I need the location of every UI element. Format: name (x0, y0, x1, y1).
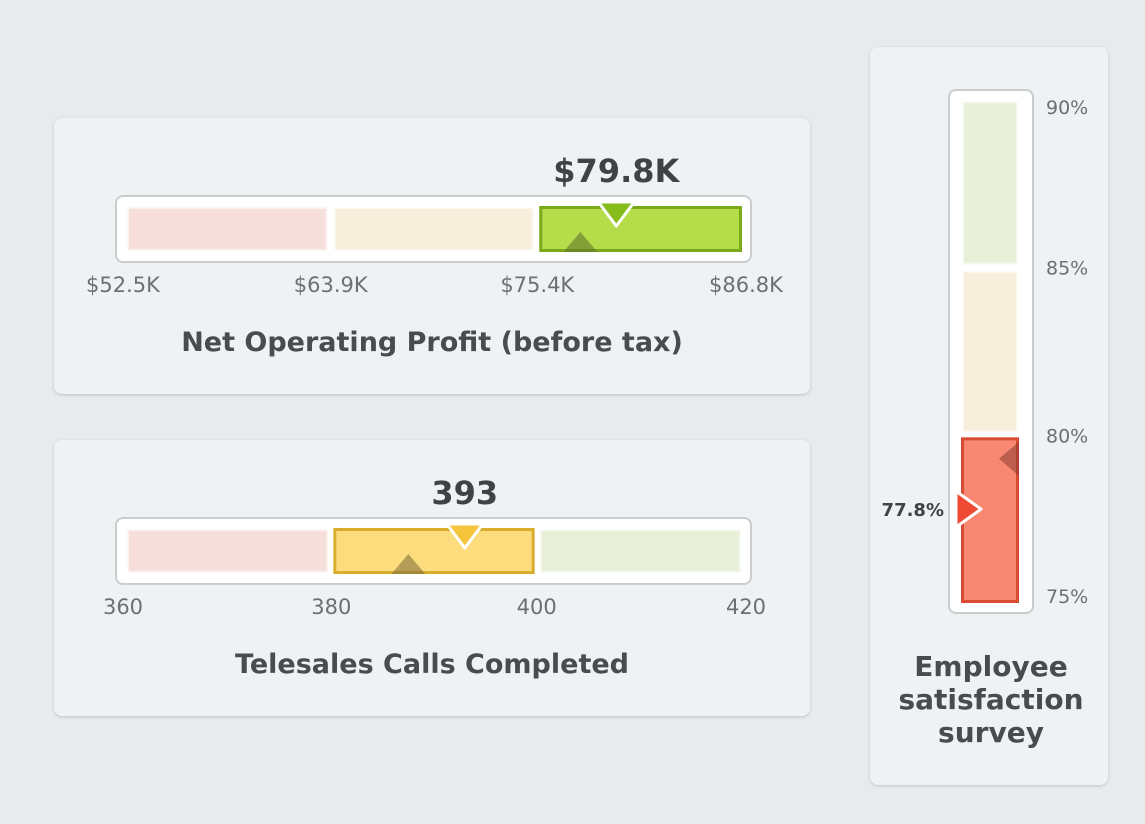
net-operating-profit-chart: $79.8K $52.5K $63.9K $75.4K $86.8K Net Operat… (86, 152, 784, 358)
band-good (538, 528, 742, 574)
tick-label: 80% (1046, 425, 1088, 447)
value-pointer (596, 200, 636, 228)
tick-label: $86.8K (709, 273, 784, 297)
employee-satisfaction-card: 77.8% 75% 80% 85% 90% Employee satisfaction sur… (870, 47, 1108, 785)
tick-label: 90% (1046, 97, 1088, 119)
tick-label: 360 (103, 595, 143, 619)
tick-label: $75.4K (500, 273, 575, 297)
tick-label: 400 (517, 595, 557, 619)
band-neutral (961, 269, 1019, 434)
value-pointer (954, 489, 983, 529)
net-operating-profit-card: $79.8K $52.5K $63.9K $75.4K $86.8K Net Operat… (54, 118, 810, 394)
chart-title: Telesales Calls Completed (235, 649, 629, 680)
value-label: $79.8K (553, 152, 680, 190)
tick-label: 75% (1046, 586, 1088, 608)
tick-label: 380 (311, 595, 351, 619)
band-neutral (333, 528, 535, 574)
target-marker (391, 554, 426, 574)
tick-label: $63.9K (294, 273, 369, 297)
chart-title-line: Employee (914, 650, 1067, 683)
tick-label: $52.5K (86, 273, 161, 297)
tick-label: 85% (1046, 258, 1088, 280)
value-pointer (445, 522, 485, 550)
target-marker (563, 232, 598, 252)
band-good (961, 100, 1019, 266)
chart-title-line: survey (938, 716, 1044, 749)
band-neutral (332, 206, 536, 252)
chart-title: Net Operating Profit (before tax) (181, 327, 683, 358)
band-bad (126, 206, 329, 252)
tick-label: 420 (726, 595, 766, 619)
value-label: 393 (431, 474, 498, 512)
employee-satisfaction-chart: 77.8% 75% 80% 85% 90% Employeesatisfactionsur… (882, 89, 1088, 749)
chart-title-line: satisfaction (898, 683, 1083, 716)
band-bad (126, 528, 330, 574)
value-label: 77.8% (882, 500, 944, 521)
target-marker (999, 441, 1019, 476)
telesales-calls-card: 393 360 380 400 420 Telesales Calls Completed (54, 440, 810, 716)
telesales-calls-chart: 393 360 380 400 420 Telesales Calls Completed (103, 474, 766, 680)
